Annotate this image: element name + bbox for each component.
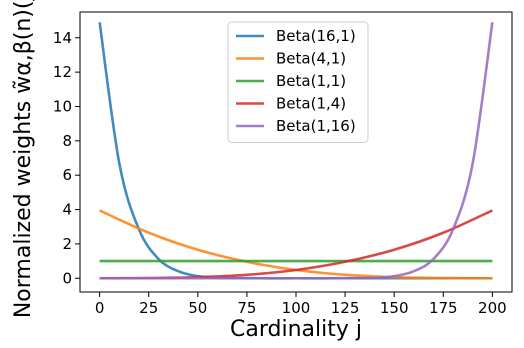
series-line-beta-4-1 (99, 209, 493, 280)
y-tick-label: 14 (53, 29, 72, 47)
x-tick-label: 50 (188, 299, 207, 317)
x-tick-label: 25 (139, 299, 158, 317)
legend-label-beta-1-4: Beta(1,4) (276, 95, 346, 113)
plot-area (98, 22, 494, 280)
y-tick-label: 12 (53, 63, 72, 81)
x-tick-label: 200 (478, 299, 507, 317)
x-tick-label: 75 (237, 299, 256, 317)
y-tick-label: 8 (62, 132, 72, 150)
legend: Beta(16,1) Beta(4,1) Beta(1,1) Beta(1,4) Bet… (227, 21, 369, 143)
x-tick-label: 125 (331, 299, 360, 317)
series-line-beta-1-16 (99, 22, 494, 280)
legend-frame (227, 21, 369, 143)
y-tick-label: 6 (62, 166, 72, 184)
y-tick-label: 10 (53, 97, 72, 115)
legend-label-beta-1-16: Beta(1,16) (276, 117, 356, 135)
y-tick-label: 4 (62, 201, 72, 219)
x-tick-label: 0 (95, 299, 105, 317)
x-axis-label: Cardinality j (230, 317, 362, 342)
y-tick-label: 0 (62, 269, 72, 287)
x-tick-label: 175 (429, 299, 458, 317)
y-tick-label: 2 (62, 235, 72, 253)
axes: 0 25 50 75 100 125 150 175 200 0 2 4 6 8 10 12 14 (53, 11, 513, 317)
x-tick-label: 150 (380, 299, 409, 317)
y-axis-label: Normalized weights w̃α,β(n)(j) (11, 0, 36, 318)
x-tick-label: 100 (282, 299, 311, 317)
legend-label-beta-16-1: Beta(16,1) (276, 27, 356, 45)
legend-label-beta-1-1: Beta(1,1) (276, 72, 346, 90)
series-line-beta-1-4 (99, 209, 493, 280)
legend-label-beta-4-1: Beta(4,1) (276, 50, 346, 68)
